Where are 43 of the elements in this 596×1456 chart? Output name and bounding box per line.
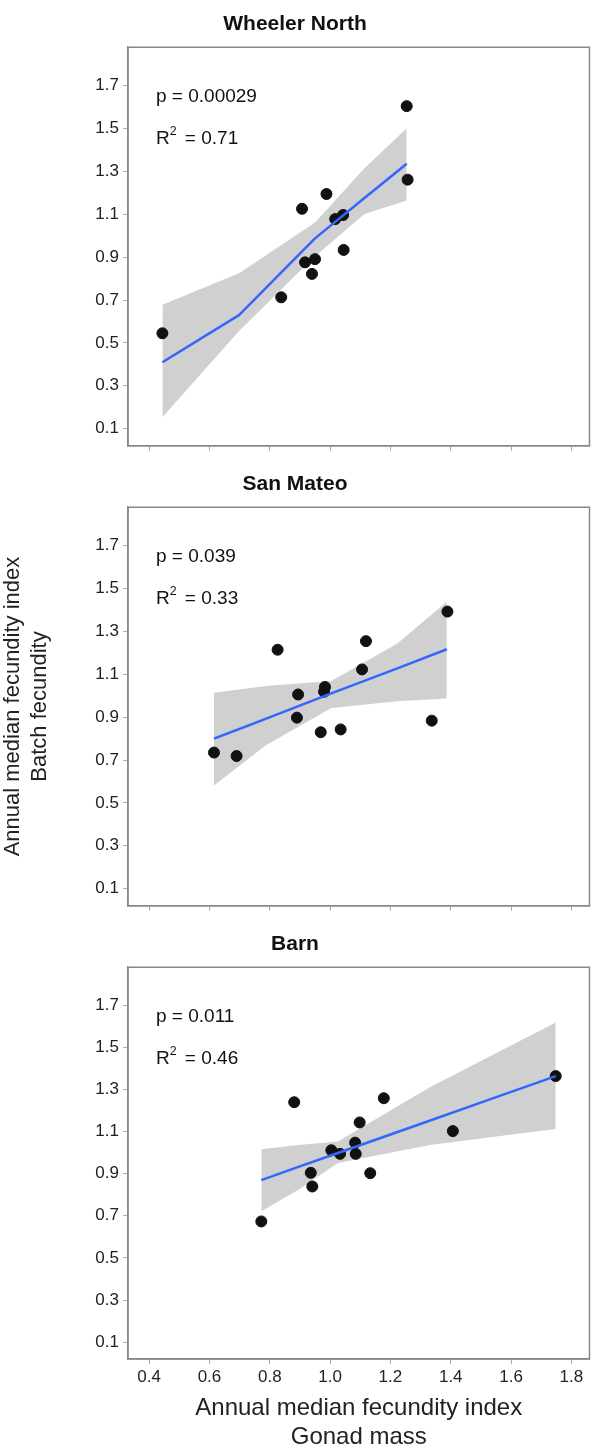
x-axis-title: Annual median fecundity index Gonad mass bbox=[195, 1393, 523, 1450]
chart-title: San Mateo bbox=[242, 471, 348, 495]
chart-title: Wheeler North bbox=[223, 11, 367, 35]
y-axis-title: Annual median fecundity index Batch fecundity bbox=[0, 556, 51, 857]
y-tick-label: 1.7 bbox=[95, 994, 119, 1014]
y-tick-label: 1.5 bbox=[95, 578, 119, 598]
x-tick-label: 0.8 bbox=[257, 1366, 282, 1386]
x-tick-label: 0.4 bbox=[137, 1366, 161, 1386]
y-tick-label: 1.5 bbox=[95, 118, 119, 138]
y-tick-label: 1.3 bbox=[95, 161, 119, 181]
x-tick-label: 1.8 bbox=[559, 1366, 584, 1386]
y-tick-label: 0.7 bbox=[95, 289, 119, 309]
x-tick-label: 1.2 bbox=[378, 1366, 403, 1386]
y-tick-label: 0.9 bbox=[95, 706, 119, 726]
y-tick-label: 1.1 bbox=[95, 1121, 119, 1141]
annotation: p = 0.011 bbox=[156, 1005, 235, 1027]
y-tick-label: 0.5 bbox=[95, 1247, 119, 1267]
x-tick-label: 1.0 bbox=[318, 1366, 342, 1386]
x-tick-label: 1.4 bbox=[438, 1366, 463, 1386]
y-tick-label: 0.7 bbox=[95, 749, 119, 769]
y-tick-label: 1.3 bbox=[95, 1079, 119, 1099]
y-tick-label: 0.1 bbox=[95, 418, 119, 438]
y-tick-label: 0.9 bbox=[95, 1163, 119, 1183]
y-tick-label: 0.3 bbox=[95, 1289, 119, 1309]
annotation: p = 0.00029 bbox=[156, 85, 257, 107]
x-tick-label: 0.6 bbox=[197, 1366, 222, 1386]
y-tick-label: 1.3 bbox=[95, 621, 119, 641]
y-tick-label: 0.1 bbox=[95, 1331, 119, 1351]
y-tick-label: 1.7 bbox=[95, 75, 119, 95]
y-tick-label: 0.1 bbox=[95, 878, 119, 898]
chart-title: Barn bbox=[271, 931, 319, 955]
y-tick-label: 1.1 bbox=[95, 204, 119, 224]
y-tick-label: 0.5 bbox=[95, 792, 119, 812]
y-tick-label: 0.5 bbox=[95, 332, 119, 352]
x-tick-label: 1.6 bbox=[499, 1366, 523, 1386]
y-tick-label: 1.5 bbox=[95, 1036, 119, 1056]
y-tick-label: 0.7 bbox=[95, 1205, 119, 1225]
y-tick-label: 0.9 bbox=[95, 246, 119, 266]
annotation: p = 0.039 bbox=[156, 545, 236, 567]
y-tick-label: 0.3 bbox=[95, 835, 119, 855]
y-tick-label: 0.3 bbox=[95, 375, 119, 395]
y-tick-label: 1.1 bbox=[95, 664, 119, 684]
y-tick-label: 1.7 bbox=[95, 535, 119, 555]
